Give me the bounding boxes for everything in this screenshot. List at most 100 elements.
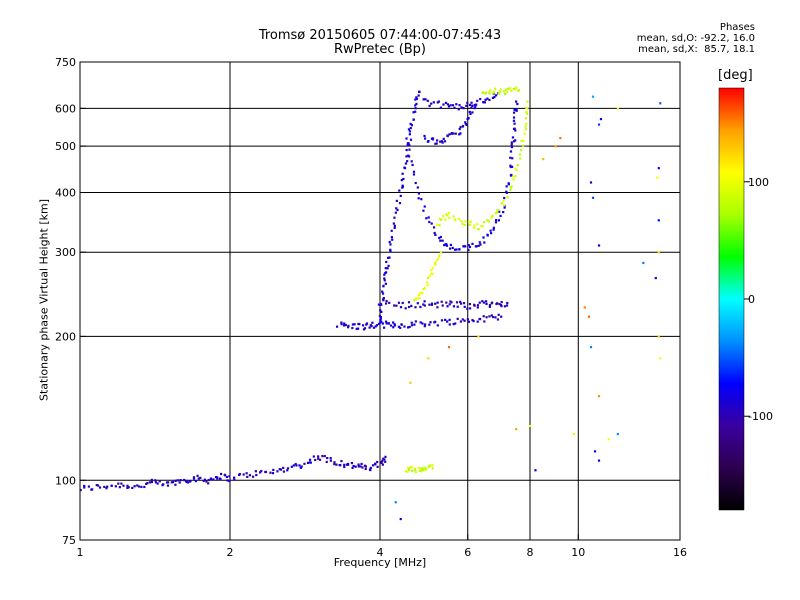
data-point [428,303,431,306]
data-point [259,471,262,474]
y-tick-label: 750 [55,56,76,69]
data-point [393,323,396,326]
data-point [509,156,512,159]
data-point [451,246,454,250]
data-point [421,469,425,472]
data-point [491,315,495,319]
data-point [380,461,383,464]
data-point [506,301,509,305]
data-point [418,90,421,93]
data-point [397,325,401,328]
data-point [477,335,480,338]
data-point [459,300,462,304]
data-point [418,297,421,300]
data-point [494,221,498,224]
data-point [430,222,433,225]
data-point [420,469,423,472]
data-point [476,304,480,307]
data-point [246,475,249,479]
data-point [446,320,449,323]
data-point [503,92,507,96]
data-point [384,460,387,463]
data-point [402,177,405,181]
y-axis-ticks: 75 100 200 300 400 500 600 750 [55,56,86,547]
data-point [392,222,395,225]
data-point [459,132,462,135]
data-point [494,211,498,215]
data-point [510,143,513,146]
data-point [399,194,402,197]
data-point [376,460,379,464]
data-point [507,182,510,185]
data-point [440,319,444,322]
y-axis-label: Stationary phase Virtual Height [km] [37,198,51,402]
data-point [516,163,520,167]
data-point [346,463,350,466]
data-point [385,260,388,264]
data-point [410,465,413,468]
data-point [512,178,515,181]
data-point [205,480,208,483]
data-point [410,124,414,127]
data-point [300,465,303,468]
data-point [657,335,660,338]
data-point [488,305,491,308]
data-point [137,485,141,488]
data-point [393,226,396,229]
data-point [189,480,192,483]
data-point [481,91,485,94]
data-point [479,97,482,101]
data-point [477,228,480,231]
x-axis-ticks: 1 2 4 6 8 10 16 [77,534,687,559]
data-point [597,123,601,126]
data-point [657,251,660,254]
data-point [473,226,476,229]
data-point [207,478,210,482]
data-point [607,437,610,441]
data-point [509,186,513,189]
data-point [482,315,485,318]
data-point [154,479,157,482]
data-point [507,87,510,90]
data-point [438,224,441,227]
data-point [233,478,236,481]
data-point [380,310,383,313]
data-point [143,485,146,489]
phase-stats-x: mean, sd,X: 85.7, 18.1 [638,44,755,55]
data-point [340,459,343,463]
data-point [512,175,515,178]
data-point [166,484,170,487]
data-point [352,464,355,468]
data-point [519,157,522,160]
data-point [486,233,489,236]
data-point [255,473,258,477]
data-point [458,248,461,251]
data-point [516,102,519,106]
data-point [479,243,482,246]
data-point [491,214,494,218]
data-point [495,219,498,222]
data-point [325,460,328,464]
data-point [417,466,420,469]
data-point [358,323,361,326]
data-point [439,235,442,239]
data-point [503,196,506,200]
data-point [388,240,391,244]
data-point [418,470,421,473]
data-point [446,305,449,308]
data-point [381,292,385,295]
data-point [492,226,495,229]
data-point [513,122,516,125]
data-point [290,465,293,468]
x-tick-label: 10 [571,546,585,559]
colorbar-tick-label: 100 [748,176,769,189]
data-point [465,104,468,107]
data-point [154,481,158,484]
data-point [469,112,472,115]
data-point [374,463,377,466]
x-tick-label: 16 [673,546,687,559]
data-point [409,138,413,141]
data-point [192,477,196,480]
colorbar-tick-label: -100 [748,410,773,423]
data-point [483,241,486,244]
